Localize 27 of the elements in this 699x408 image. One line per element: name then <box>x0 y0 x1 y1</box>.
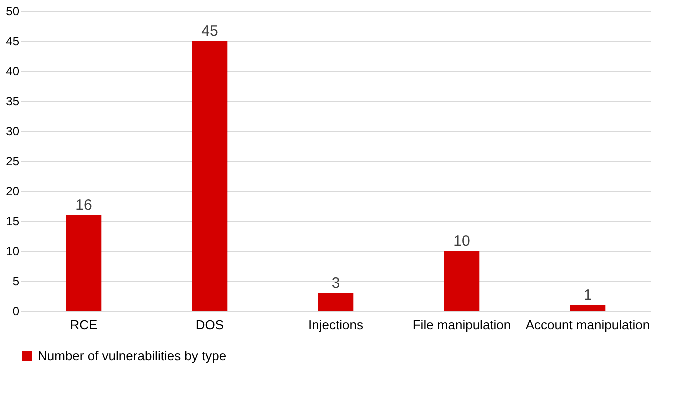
y-tick-label: 5 <box>12 274 20 288</box>
data-label: 3 <box>332 275 340 292</box>
data-label: 16 <box>76 197 92 214</box>
y-tick-label: 40 <box>6 64 20 78</box>
bar <box>66 215 102 311</box>
x-tick-label: File manipulation <box>412 318 512 332</box>
y-tick-label: 0 <box>12 304 20 318</box>
bar <box>318 293 354 311</box>
x-tick-label: DOS <box>196 318 224 332</box>
y-tick-label: 20 <box>6 184 20 198</box>
bar <box>444 251 480 311</box>
y-tick-label: 10 <box>6 244 20 258</box>
y-tick-label: 30 <box>6 124 20 138</box>
y-tick-label: 50 <box>6 4 20 18</box>
data-label: 1 <box>584 287 592 304</box>
y-tick-label: 45 <box>6 34 20 48</box>
x-tick-label: RCE <box>70 318 98 332</box>
x-tick-label: Injections <box>308 318 364 332</box>
data-label: 45 <box>202 23 218 40</box>
y-tick-label: 15 <box>6 214 20 228</box>
x-tick-label: Account manipulation <box>526 318 650 332</box>
bar <box>570 305 606 311</box>
y-tick-label: 35 <box>6 94 20 108</box>
data-label: 10 <box>454 233 470 250</box>
y-tick-label: 25 <box>6 154 20 168</box>
bar <box>192 41 228 311</box>
legend-label: Number of vulnerabilities by type <box>38 348 227 364</box>
